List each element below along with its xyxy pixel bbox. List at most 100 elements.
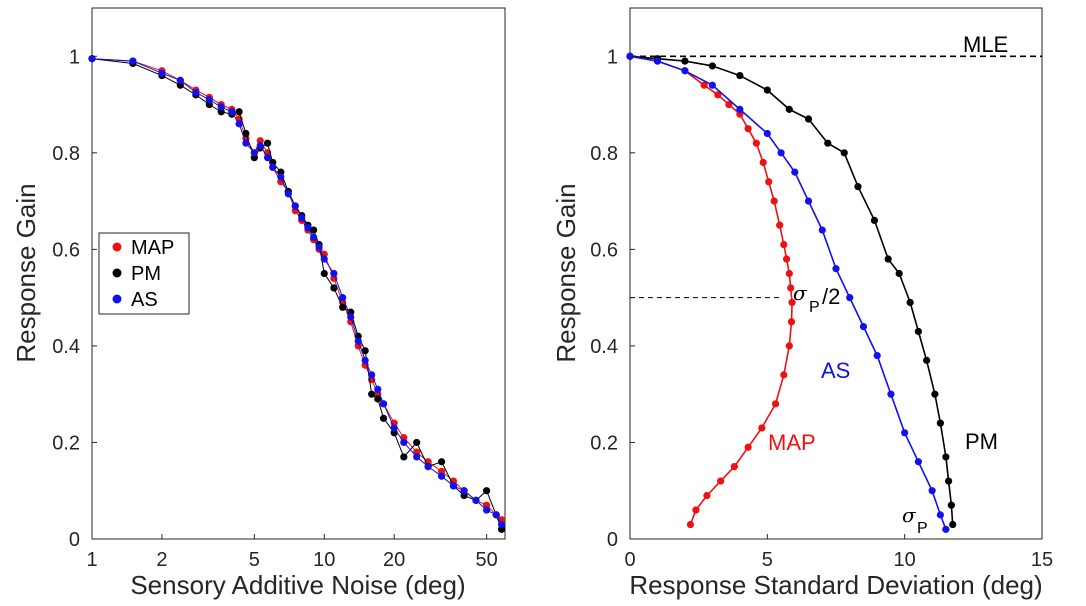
right-x-tick-label: 10	[894, 549, 916, 571]
right-point-pm	[885, 255, 892, 262]
left-point-as	[400, 439, 407, 446]
legend-marker-map	[113, 243, 122, 252]
right-point-as	[654, 58, 661, 65]
left-x-tick-label: 50	[475, 549, 497, 571]
right-y-tick-label: 1	[607, 46, 618, 68]
left-y-tick-label: 0.6	[52, 239, 80, 261]
left-point-pm	[483, 487, 490, 494]
left-point-as	[374, 386, 381, 393]
left-point-pm	[438, 458, 445, 465]
right-y-tick-label: 0.2	[590, 432, 618, 454]
right-point-as	[887, 391, 894, 398]
right-point-pm	[764, 86, 771, 93]
left-point-pm	[400, 453, 407, 460]
left-point-as	[425, 463, 432, 470]
left-x-tick-label: 1	[86, 549, 97, 571]
right-point-pm	[709, 62, 716, 69]
right-point-map	[786, 270, 793, 277]
left-point-pm	[368, 391, 375, 398]
left-point-as	[298, 214, 305, 221]
right-point-map	[783, 255, 790, 262]
right-point-map	[753, 140, 760, 147]
right-point-pm	[937, 420, 944, 427]
as-annotation: AS	[821, 358, 850, 383]
right-point-as	[764, 130, 771, 137]
sigma-half-subscript: P	[809, 299, 820, 316]
left-y-tick-label: 0	[69, 529, 80, 551]
right-point-as	[937, 511, 944, 518]
left-x-tick-label: 10	[313, 549, 335, 571]
right-point-as	[942, 526, 949, 533]
right-point-pm	[915, 328, 922, 335]
right-point-pm	[736, 72, 743, 79]
left-point-pm	[380, 415, 387, 422]
left-x-tick-label: 20	[383, 549, 405, 571]
left-point-as	[292, 202, 299, 209]
left-point-as	[347, 313, 354, 320]
right-point-as	[777, 149, 784, 156]
right-point-pm	[871, 217, 878, 224]
right-y-tick-label: 0.8	[590, 143, 618, 165]
legend-marker-pm	[113, 269, 122, 278]
right-point-as	[681, 67, 688, 74]
left-point-as	[380, 400, 387, 407]
right-point-map	[780, 371, 787, 378]
right-point-pm	[805, 115, 812, 122]
right-point-pm	[949, 521, 956, 528]
right-point-pm	[907, 299, 914, 306]
legend-marker-as	[113, 295, 122, 304]
right-point-pm	[854, 183, 861, 190]
right-point-pm	[931, 391, 938, 398]
right-point-as	[805, 197, 812, 204]
right-point-map	[692, 506, 699, 513]
left-point-as	[450, 482, 457, 489]
right-point-map	[745, 125, 752, 132]
legend: MAP PM AS	[99, 233, 189, 314]
left-point-as	[461, 487, 468, 494]
right-point-map	[772, 400, 779, 407]
right-y-tick-label: 0.6	[590, 239, 618, 261]
right-y-tick-label: 0	[607, 529, 618, 551]
right-point-map	[703, 492, 710, 499]
left-point-as	[277, 173, 284, 180]
right-point-map	[745, 444, 752, 451]
left-point-as	[315, 243, 322, 250]
left-point-as	[498, 521, 505, 528]
left-point-as	[304, 224, 311, 231]
left-point-as	[321, 255, 328, 262]
right-x-axis-label: Response Standard Deviation (deg)	[629, 570, 1042, 600]
legend-label-as: AS	[131, 289, 158, 311]
right-point-pm	[942, 453, 949, 460]
left-point-as	[257, 142, 264, 149]
mle-label: MLE	[963, 32, 1008, 57]
left-point-as	[355, 337, 362, 344]
left-point-as	[158, 70, 165, 77]
left-point-as	[269, 164, 276, 171]
right-point-pm	[824, 140, 831, 147]
right-point-as	[832, 265, 839, 272]
left-point-as	[236, 120, 243, 127]
right-point-map	[771, 197, 778, 204]
right-y-axis-label: Response Gain	[551, 183, 581, 362]
left-point-as	[285, 190, 292, 197]
left-point-as	[242, 140, 249, 147]
left-point-as	[339, 294, 346, 301]
right-point-as	[709, 82, 716, 89]
left-point-as	[228, 108, 235, 115]
left-x-tick-label: 2	[156, 549, 167, 571]
right-point-pm	[681, 58, 688, 65]
left-point-as	[438, 473, 445, 480]
left-y-tick-label: 0.4	[52, 336, 80, 358]
right-point-map	[731, 463, 738, 470]
left-point-as	[129, 58, 136, 65]
right-point-pm	[896, 270, 903, 277]
sigma-half-symbol: σ	[793, 281, 808, 305]
right-point-pm	[948, 502, 955, 509]
right-point-as	[915, 458, 922, 465]
left-point-as	[310, 234, 317, 241]
right-point-map	[776, 222, 783, 229]
left-point-as	[483, 506, 490, 513]
left-point-as	[472, 497, 479, 504]
legend-label-map: MAP	[131, 237, 174, 259]
